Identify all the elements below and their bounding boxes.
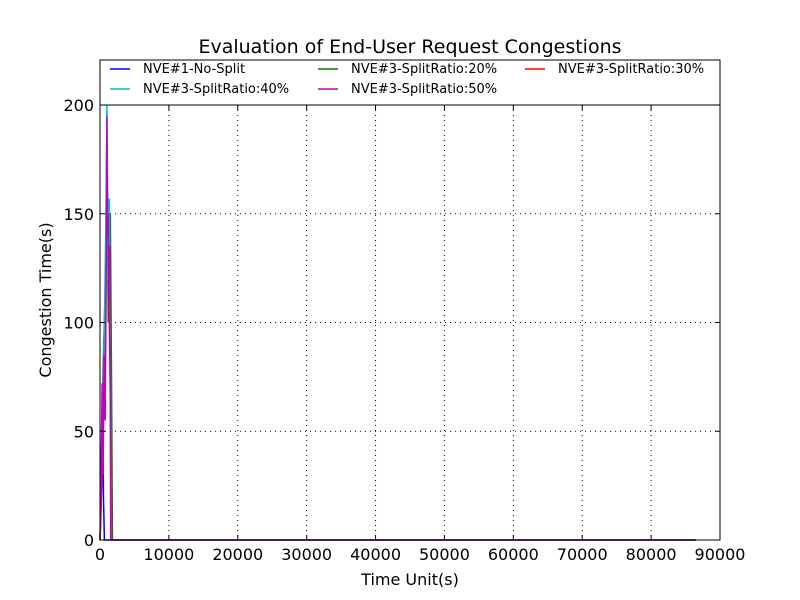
x-tick-label: 90000 [695,545,746,564]
x-tick-label: 80000 [626,545,677,564]
x-tick-label: 0 [95,545,105,564]
legend-label-2: NVE#3-SplitRatio:20% [351,62,497,77]
x-tick-label: 40000 [350,545,401,564]
y-tick-label: 0 [84,531,94,550]
x-tick-label: 20000 [212,545,263,564]
x-tick-label: 30000 [281,545,332,564]
y-tick-label: 100 [63,314,94,333]
chart-title: Evaluation of End-User Request Congestio… [198,36,621,58]
series-line-5 [99,115,696,541]
series-line-3 [99,191,696,541]
grid-lines [100,104,720,540]
legend-label-3: NVE#3-SplitRatio:30% [558,62,704,77]
series-line-4 [99,104,696,541]
x-tick-label: 60000 [488,545,539,564]
legend-label-4: NVE#3-SplitRatio:40% [143,82,289,97]
x-tick-label: 70000 [557,545,608,564]
y-tick-label: 50 [74,422,94,441]
legend-label-1: NVE#1-No-Split [143,62,245,77]
y-axis-label: Congestion Time(s) [36,222,55,377]
series-line-2 [99,137,696,541]
legend: NVE#1-No-Split NVE#3-SplitRatio:20% NVE#3-… [99,59,721,106]
series-layer [99,104,696,541]
x-axis: 0 10000 20000 30000 40000 50000 60000 70000 8000… [95,105,746,564]
x-tick-label: 10000 [143,545,194,564]
series-line-1 [99,383,696,541]
x-axis-label: Time Unit(s) [360,570,459,589]
x-tick-label: 50000 [419,545,470,564]
legend-label-5: NVE#3-SplitRatio:50% [351,82,497,97]
y-axis: 0 50 100 150 200 [63,96,720,550]
legend-box [99,59,721,106]
y-tick-label: 200 [63,96,94,115]
y-tick-label: 150 [63,205,94,224]
